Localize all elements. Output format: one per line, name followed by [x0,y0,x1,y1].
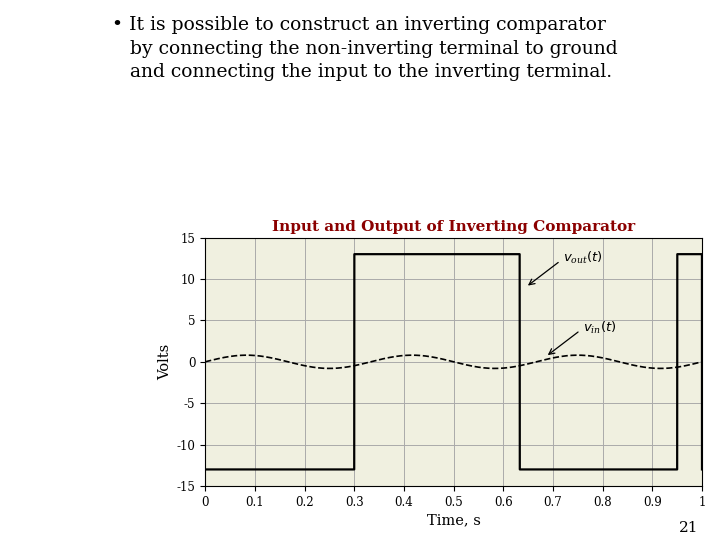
Text: $v_{\mathregular{in}}(t)$: $v_{\mathregular{in}}(t)$ [582,320,616,336]
Text: 21: 21 [679,521,698,535]
Text: • It is possible to construct an inverting comparator
   by connecting the non-i: • It is possible to construct an inverti… [112,16,617,82]
Text: $v_{\mathregular{out}}(t)$: $v_{\mathregular{out}}(t)$ [563,250,603,266]
Title: Input and Output of Inverting Comparator: Input and Output of Inverting Comparator [272,220,635,234]
X-axis label: Time, s: Time, s [427,513,480,527]
Y-axis label: Volts: Volts [158,343,172,380]
